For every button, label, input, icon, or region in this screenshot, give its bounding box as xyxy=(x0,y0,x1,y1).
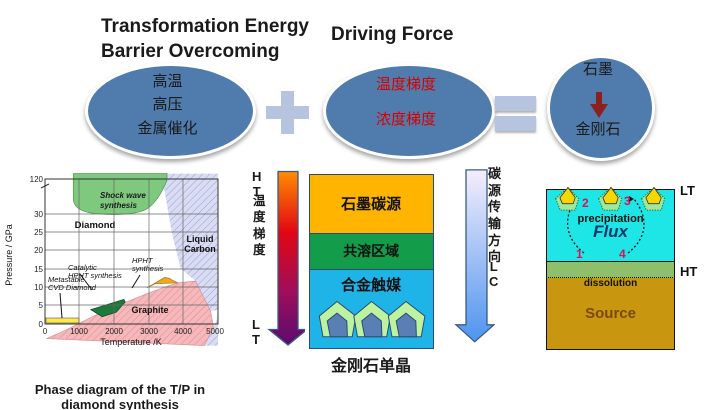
svg-text:CVD Diamond: CVD Diamond xyxy=(48,283,97,292)
svg-text:synthesis: synthesis xyxy=(132,264,164,273)
svg-text:Shock wave: Shock wave xyxy=(100,191,146,200)
svg-text:3000: 3000 xyxy=(140,327,158,336)
svg-text:Liquid: Liquid xyxy=(187,234,214,244)
svg-text:5000: 5000 xyxy=(206,327,224,336)
svg-text:120: 120 xyxy=(30,175,44,184)
svg-text:30: 30 xyxy=(34,210,43,219)
svg-text:synthesis: synthesis xyxy=(100,201,137,210)
svg-text:20: 20 xyxy=(34,246,43,255)
svg-text:Diamond: Diamond xyxy=(75,220,116,231)
svg-text:5: 5 xyxy=(39,301,44,310)
svg-text:25: 25 xyxy=(34,228,43,237)
svg-text:0: 0 xyxy=(43,327,48,336)
svg-text:1000: 1000 xyxy=(70,327,88,336)
svg-text:Carbon: Carbon xyxy=(184,244,216,254)
svg-text:15: 15 xyxy=(34,265,43,274)
svg-text:2000: 2000 xyxy=(105,327,123,336)
svg-text:4000: 4000 xyxy=(174,327,192,336)
svg-text:Graphite: Graphite xyxy=(131,305,168,315)
svg-text:Pressure / GPa: Pressure / GPa xyxy=(4,224,14,286)
svg-text:10: 10 xyxy=(34,283,43,292)
svg-text:Temperature /K: Temperature /K xyxy=(100,337,162,347)
